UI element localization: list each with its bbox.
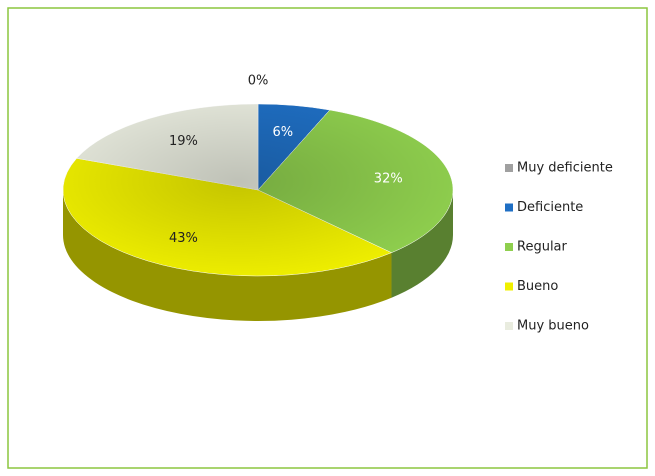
data-label: 0% (248, 74, 269, 89)
legend-swatch (505, 164, 513, 172)
legend-label: Muy deficiente (517, 161, 613, 176)
data-label: 43% (169, 231, 198, 246)
legend-label: Bueno (517, 279, 558, 294)
legend-swatch (505, 203, 513, 212)
data-label: 19% (169, 134, 198, 149)
data-label: 32% (374, 172, 403, 187)
legend-swatch (505, 243, 513, 251)
data-label: 6% (273, 125, 294, 140)
slice-side (63, 190, 392, 322)
legend-label: Deficiente (517, 200, 583, 215)
legend-label: Muy bueno (517, 319, 589, 334)
legend-swatch (505, 322, 513, 330)
legend-label: Regular (517, 240, 568, 255)
legend-swatch (505, 282, 513, 291)
